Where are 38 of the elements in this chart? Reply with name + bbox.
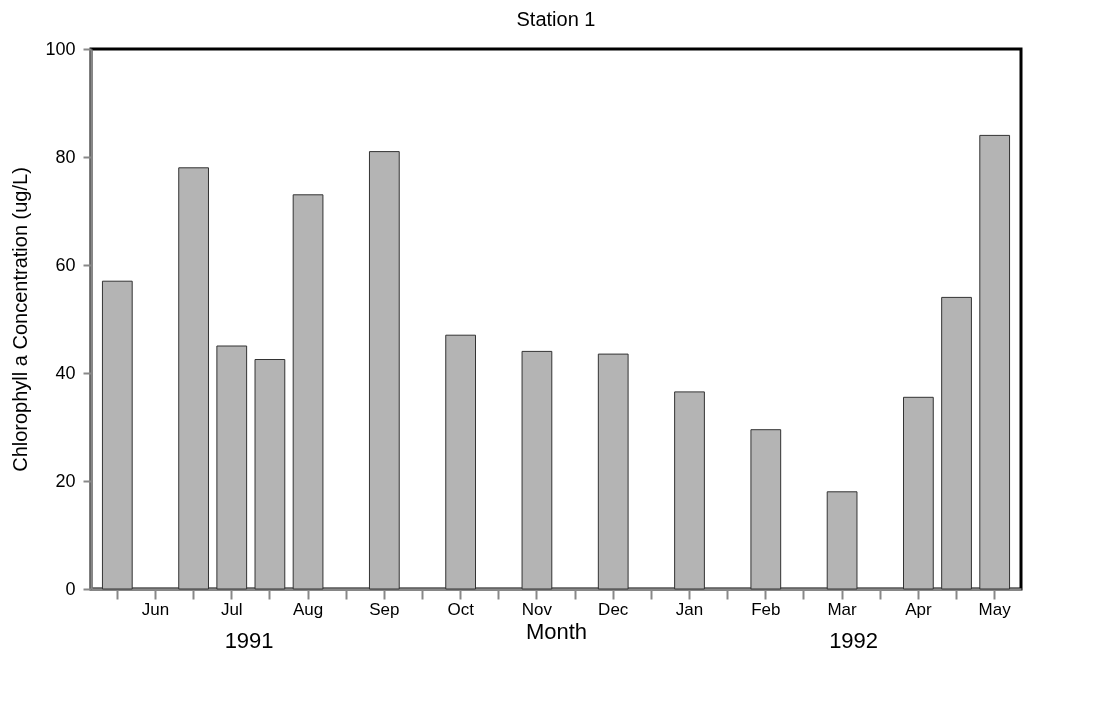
bar	[826, 491, 858, 590]
bar	[521, 350, 553, 590]
bar	[292, 194, 324, 590]
x-tick-label: Sep	[369, 599, 400, 619]
x-tick-label: May	[978, 599, 1012, 619]
bar	[445, 334, 477, 590]
x-tick-label: Oct	[447, 599, 475, 619]
y-tick-label: 40	[55, 362, 76, 383]
bar	[674, 391, 705, 590]
bar	[597, 353, 629, 590]
x-tick-label: Apr	[905, 599, 932, 619]
bar	[941, 296, 972, 590]
text: 1992	[829, 628, 879, 653]
y-tick-label: 80	[55, 146, 76, 167]
y-tick-label: 0	[65, 578, 76, 599]
y-tick-label: 20	[55, 470, 76, 491]
x-tick-label: Mar	[827, 599, 858, 619]
x-tick-label: Jan	[675, 599, 704, 619]
x-axis-title: Month	[525, 618, 588, 644]
x-tick-label: Jun	[141, 599, 170, 619]
y-tick-label: 100	[45, 38, 76, 59]
bar	[101, 280, 133, 590]
bar	[178, 167, 209, 590]
x-tick-label: Nov	[521, 599, 553, 619]
chart-title: Station 1	[516, 8, 596, 30]
bar	[216, 345, 248, 590]
y-tick-label: 60	[55, 254, 76, 275]
bar	[903, 396, 934, 590]
bar	[254, 359, 286, 590]
y-axis-title: Chlorophyll a Concentration (ug/L)	[9, 167, 32, 472]
bar	[368, 151, 400, 590]
x-tick-label: Feb	[751, 599, 781, 619]
bar	[979, 134, 1011, 590]
x-tick-label: Aug	[292, 599, 324, 619]
x-tick-label: Jul	[220, 599, 243, 619]
x-tick-label: Dec	[598, 599, 629, 619]
bar	[750, 429, 782, 590]
text: 1991	[224, 628, 274, 653]
